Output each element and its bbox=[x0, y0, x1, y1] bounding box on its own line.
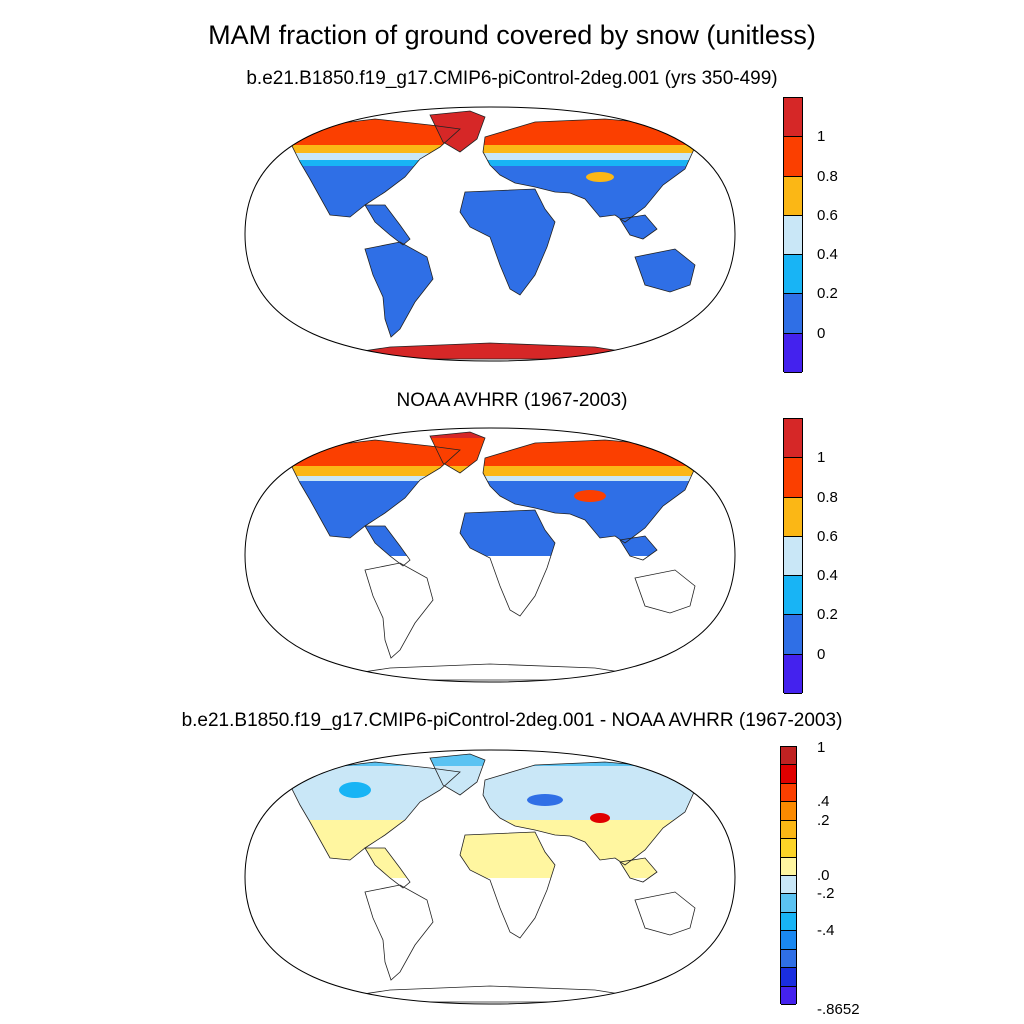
colorbar-segment bbox=[784, 536, 802, 577]
colorbar-segment bbox=[784, 458, 802, 498]
colorbar-tick-label: 0.6 bbox=[817, 527, 838, 545]
colorbar-segment bbox=[784, 176, 802, 216]
colorbar-tick-label: 1 bbox=[817, 128, 826, 146]
coastline-centralAmerica bbox=[364, 847, 411, 889]
colorbar-tick-label: .2 bbox=[817, 811, 830, 829]
colorbar-tick-label: 0.2 bbox=[817, 606, 838, 624]
colorbar-segment bbox=[784, 333, 802, 373]
coastline-northAmerica bbox=[289, 118, 461, 218]
colorbar-segment bbox=[784, 255, 802, 295]
colorbar-segment bbox=[784, 294, 802, 334]
coastline-southAmerica bbox=[364, 884, 434, 981]
coastline-africa bbox=[459, 509, 556, 617]
coastline-centralAmerica bbox=[364, 204, 411, 246]
colorbar-segment bbox=[784, 497, 802, 537]
colorbar-segment bbox=[781, 912, 796, 932]
map-boundary bbox=[244, 749, 736, 1005]
colorbar-tick-label: 0.8 bbox=[817, 167, 838, 185]
coastline-africa bbox=[459, 188, 556, 296]
map-panel-1 bbox=[244, 106, 736, 362]
colorbar-segment bbox=[784, 98, 802, 138]
colorbar-tick-label: 1 bbox=[817, 739, 826, 756]
colorbar-segment bbox=[784, 576, 802, 616]
coastline-australia bbox=[634, 891, 696, 936]
coastline-seAsia bbox=[619, 535, 658, 561]
panel-1-title: b.e21.B1850.f19_g17.CMIP6-piControl-2deg… bbox=[246, 68, 778, 89]
coastline-centralAmerica bbox=[364, 525, 411, 567]
coastline-greenland bbox=[429, 753, 486, 796]
map-panel-3 bbox=[244, 749, 736, 1005]
coastline-australia bbox=[634, 569, 696, 614]
coastline-antarctica bbox=[309, 985, 671, 1003]
colorbar-segment bbox=[781, 783, 796, 803]
colorbar-tick-label: -.8652 bbox=[817, 1001, 860, 1018]
colorbar-segment bbox=[781, 931, 796, 950]
colorbar-tick-label: 0.4 bbox=[817, 567, 838, 585]
figure-title: MAM fraction of ground covered by snow (… bbox=[208, 20, 816, 50]
colorbar-tick-label: -.4 bbox=[817, 922, 835, 940]
colorbar-panel-2: 1 0.8 0.6 0.4 0.2 0 bbox=[783, 418, 838, 694]
colorbar-segment bbox=[781, 894, 796, 913]
colorbar-segment bbox=[781, 857, 796, 876]
coastline-greenland bbox=[429, 110, 486, 153]
colorbar-segment bbox=[781, 876, 796, 895]
colorbar-segment bbox=[784, 654, 802, 694]
colorbar-segment bbox=[781, 839, 796, 858]
colorbar-segment bbox=[784, 615, 802, 655]
panel-2-title: NOAA AVHRR (1967-2003) bbox=[396, 390, 628, 411]
colorbar-tick-label: 0.6 bbox=[817, 206, 838, 224]
colorbar-segment bbox=[784, 137, 802, 177]
colorbar-panel-3: 1 .4.2 .0 -.2 -.4 -.8652 bbox=[780, 739, 860, 1018]
coastline-australia bbox=[634, 248, 696, 293]
coastline-africa bbox=[459, 831, 556, 939]
colorbar-tick-label: 1 bbox=[817, 449, 826, 467]
colorbar-tick-label: 0.8 bbox=[817, 488, 838, 506]
colorbar-tick-label: 0 bbox=[817, 645, 826, 663]
map-boundary bbox=[244, 106, 736, 362]
colorbar-segment bbox=[784, 419, 802, 459]
colorbar-tick-label: .4 bbox=[817, 793, 830, 811]
coastline-greenland bbox=[429, 431, 486, 474]
map-panel-2 bbox=[244, 427, 736, 683]
colorbar-segment bbox=[781, 747, 796, 766]
colorbar-segment bbox=[781, 986, 796, 1005]
coastline-northAmerica bbox=[289, 761, 461, 861]
map-boundary bbox=[244, 427, 736, 683]
panel-3-title: b.e21.B1850.f19_g17.CMIP6-piControl-2deg… bbox=[181, 710, 843, 731]
colorbar-segment bbox=[781, 802, 796, 821]
colorbar-segment bbox=[784, 215, 802, 256]
colorbar-segment bbox=[781, 968, 796, 987]
coastline-seAsia bbox=[619, 857, 658, 883]
coastline-southAmerica bbox=[364, 562, 434, 659]
colorbar-segment bbox=[781, 765, 796, 784]
colorbar-tick-label: 0.4 bbox=[817, 246, 838, 264]
colorbar-tick-label: 0.2 bbox=[817, 285, 838, 303]
colorbar-tick-label: .0 bbox=[817, 867, 830, 884]
colorbar-tick-label: 0 bbox=[817, 324, 826, 342]
colorbar-segment bbox=[781, 820, 796, 840]
coastline-antarctica bbox=[309, 663, 671, 681]
coastline-seAsia bbox=[619, 214, 658, 240]
colorbar-segment bbox=[781, 949, 796, 969]
coastline-northAmerica bbox=[289, 439, 461, 539]
colorbar-panel-1: 1 0.8 0.6 0.4 0.2 0 bbox=[783, 97, 838, 373]
coastline-southAmerica bbox=[364, 241, 434, 338]
colorbar-tick-label: -.2 bbox=[817, 885, 835, 903]
